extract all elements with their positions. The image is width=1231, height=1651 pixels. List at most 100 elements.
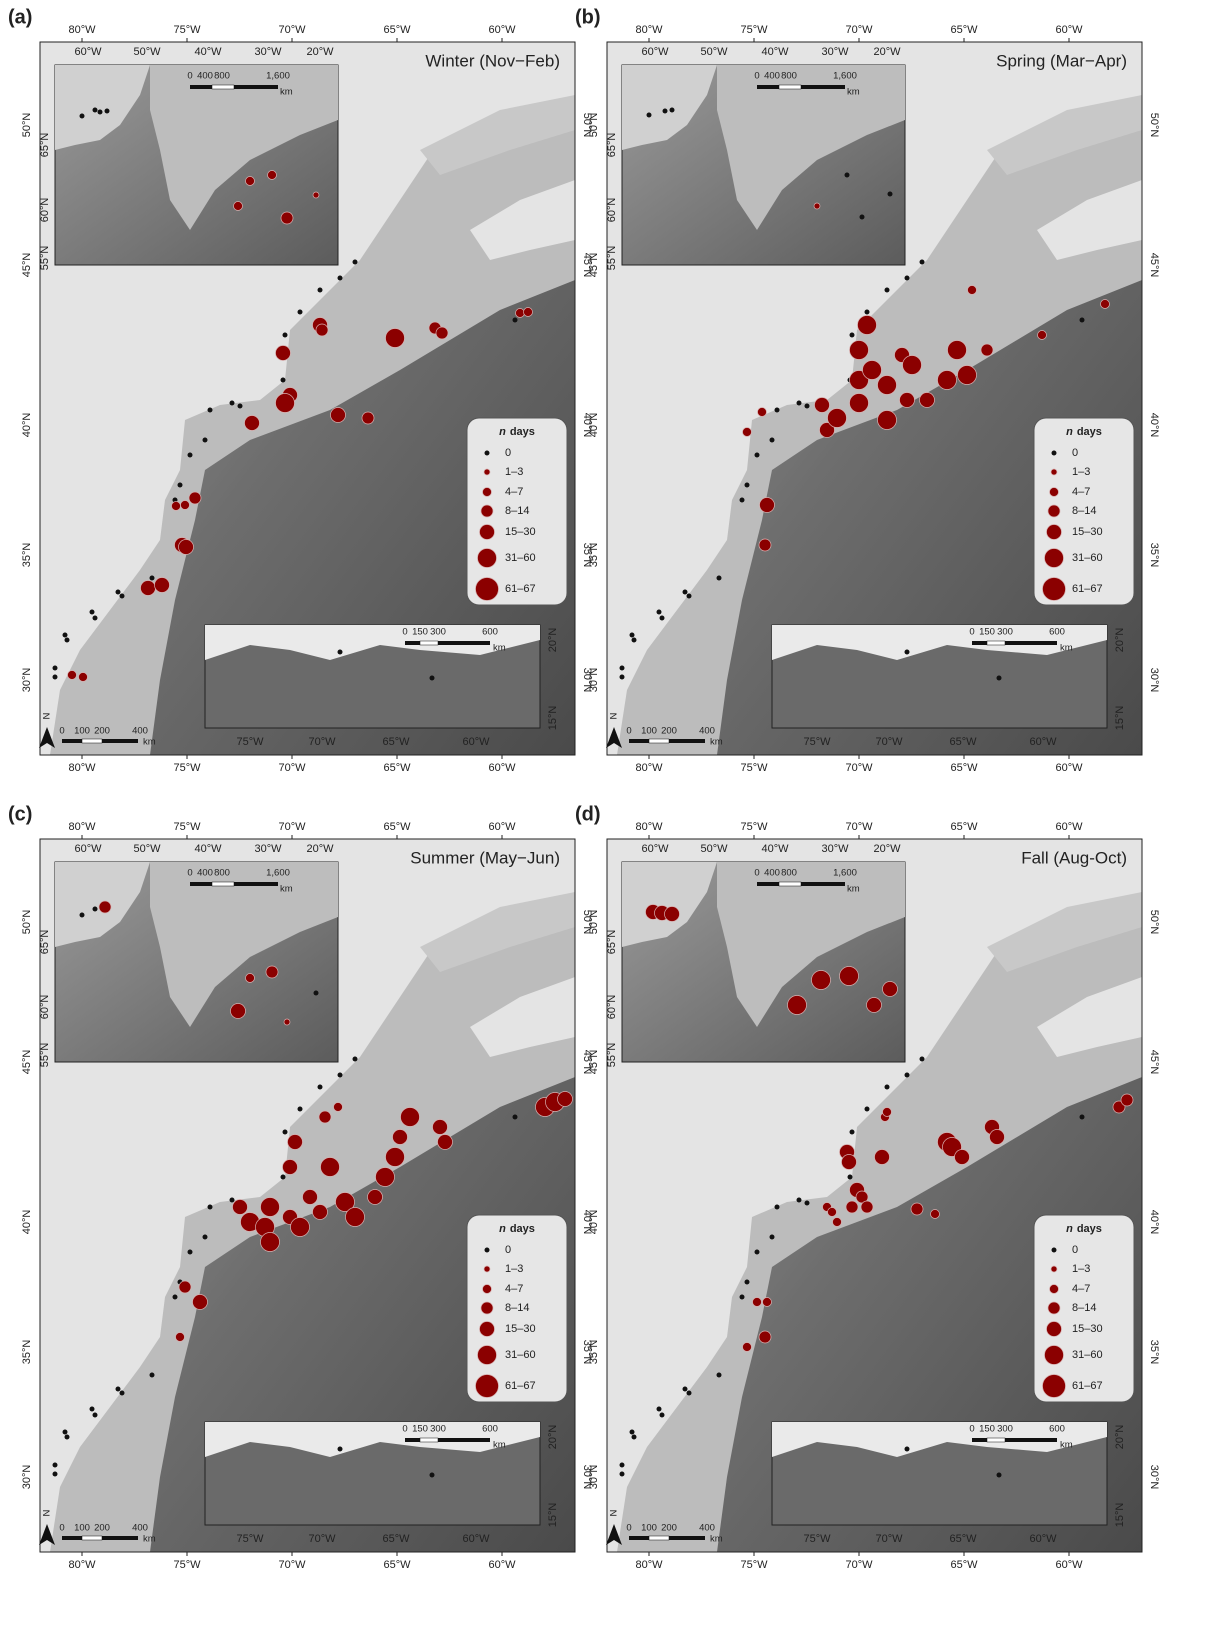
scale-label: 150 <box>979 627 995 638</box>
detection-dot <box>282 332 288 338</box>
lat-label: 30°N <box>21 1465 33 1490</box>
inset-lat-label: 55°N <box>39 246 51 271</box>
lon-label: 60°W <box>488 1559 516 1571</box>
inset-lat-label: 65°N <box>606 930 618 955</box>
detection-dot <box>149 575 155 581</box>
detection-dot <box>686 1390 692 1396</box>
legend-entry: 0 <box>505 1244 511 1256</box>
scale-unit: km <box>493 1440 506 1451</box>
detection-dot <box>92 107 98 113</box>
scale-bar <box>986 1437 1006 1443</box>
legend-entry: 4–7 <box>1072 1283 1090 1295</box>
lon-label: 80°W <box>635 1559 663 1571</box>
detection-dot <box>849 1129 855 1135</box>
detection-dot <box>884 287 890 293</box>
legend-entry: 31–60 <box>505 552 536 564</box>
legend-title-n: n <box>1066 1223 1073 1235</box>
detection-dot <box>796 400 802 406</box>
detection-dot <box>845 1200 859 1214</box>
detection-dot <box>52 1462 58 1468</box>
detection-dot <box>1050 1265 1058 1273</box>
lat-label: 35°N <box>21 1340 33 1365</box>
scale-bar <box>81 1535 103 1541</box>
detection-dot <box>619 1471 625 1477</box>
detection-dot <box>479 1321 495 1337</box>
scale-label: 0 <box>402 627 407 638</box>
detection-dot <box>754 1249 760 1255</box>
detection-dot <box>774 407 780 413</box>
detection-dot <box>619 665 625 671</box>
north-arrow <box>606 727 622 748</box>
detection-dot <box>429 675 435 681</box>
land <box>717 65 905 230</box>
detection-dot <box>315 323 329 337</box>
detection-dot <box>275 345 291 361</box>
detection-dot <box>557 1091 573 1107</box>
scale-label: 600 <box>482 1424 498 1435</box>
lon-label: 60°W <box>1055 762 1083 774</box>
detection-dot <box>1047 504 1061 518</box>
panel-label: (d) <box>575 803 601 825</box>
legend-title-rest: days <box>510 1223 535 1235</box>
detection-dot <box>287 1134 303 1150</box>
lon-label: 65°W <box>383 24 411 36</box>
lat-label: 35°N <box>21 543 33 568</box>
scale-label: 0 <box>402 1424 407 1435</box>
lon-label: 80°W <box>635 821 663 833</box>
scale-unit: km <box>1060 643 1073 654</box>
scale-label: 300 <box>997 1424 1013 1435</box>
detection-dot <box>140 580 156 596</box>
detection-dot <box>1079 317 1085 323</box>
detection-dot <box>841 1154 857 1170</box>
scale-unit: km <box>143 737 156 748</box>
inset-lat-label: 15°N <box>547 706 559 731</box>
inset-lon-label: 75°W <box>803 736 831 748</box>
land <box>150 862 338 1027</box>
detection-dot <box>860 1200 874 1214</box>
detection-dot <box>192 1294 208 1310</box>
detection-dot <box>937 370 957 390</box>
detection-dot <box>479 524 495 540</box>
gulf <box>987 95 1142 175</box>
land <box>772 625 1107 660</box>
map-frame <box>39 838 576 1553</box>
detection-dot <box>119 593 125 599</box>
scale-label: 100 <box>74 1523 90 1534</box>
inset-lat-label: 20°N <box>547 628 559 653</box>
detection-dot <box>744 1279 750 1285</box>
legend-entry: 1–3 <box>1072 1263 1090 1275</box>
detection-dot <box>787 995 807 1015</box>
lon-label: 70°W <box>845 821 873 833</box>
lat-label: 50°N <box>21 910 33 935</box>
scale-label: 800 <box>781 71 797 82</box>
detection-dot <box>682 589 688 595</box>
scale-unit: km <box>280 87 293 98</box>
detection-dot <box>656 609 662 615</box>
detection-dot <box>400 1107 420 1127</box>
detection-dot <box>477 1345 497 1365</box>
lon-label: 75°W <box>740 24 768 36</box>
detection-dot <box>318 1110 332 1124</box>
detection-dot <box>154 577 170 593</box>
detection-dot <box>1112 1100 1126 1114</box>
detection-dot <box>656 1406 662 1412</box>
detection-dot <box>320 1157 340 1177</box>
detection-dot <box>337 649 343 655</box>
detection-dot <box>629 632 635 638</box>
detection-dot <box>245 176 255 186</box>
lon-label: 75°W <box>173 762 201 774</box>
detection-dot <box>335 1192 355 1212</box>
scale-bar <box>648 1535 670 1541</box>
land <box>772 1422 1107 1457</box>
inset-lat-label: 60°N <box>606 198 618 223</box>
detection-dot <box>877 375 897 395</box>
scale-label: 0 <box>59 1523 64 1534</box>
lat-label: 40°N <box>1148 1210 1160 1235</box>
detection-dot <box>664 906 680 922</box>
legend-entry: 4–7 <box>505 486 523 498</box>
detection-dot <box>172 1294 178 1300</box>
detection-dot <box>178 539 194 555</box>
detection-dot <box>902 355 922 375</box>
map-frame <box>39 41 576 756</box>
inset-lon-label: 60°W <box>641 46 669 58</box>
